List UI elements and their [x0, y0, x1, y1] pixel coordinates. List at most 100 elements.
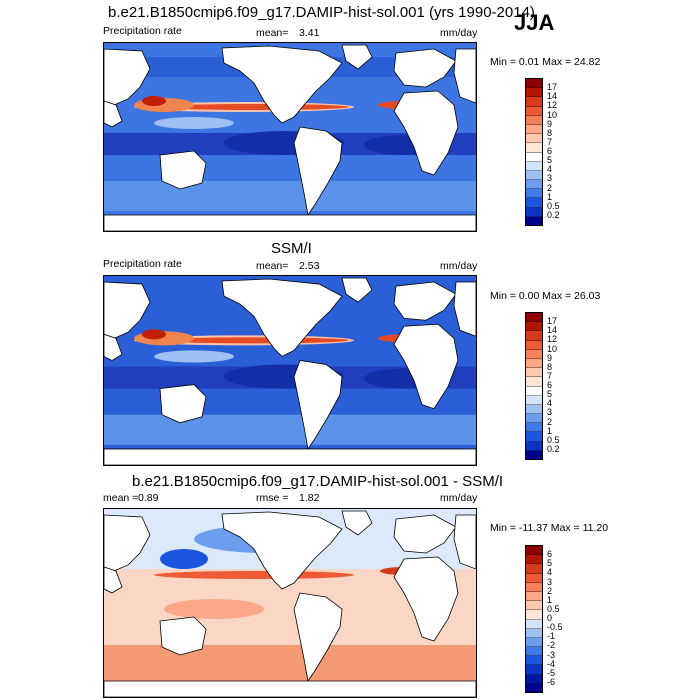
colorbar-label: 14	[547, 325, 558, 336]
land-outline	[393, 556, 459, 642]
land-outline	[453, 514, 476, 570]
colorbar-swatch	[526, 610, 542, 620]
panel3-colorbar	[525, 545, 543, 693]
map-canvas	[104, 509, 476, 697]
colorbar-swatch	[526, 665, 542, 675]
land-outline	[159, 384, 207, 424]
colorbar-swatch	[526, 97, 542, 107]
colorbar-swatch	[526, 414, 542, 424]
panel2-map	[103, 275, 477, 466]
colorbar-swatch	[526, 619, 542, 629]
colorbar-label: 7	[547, 370, 553, 381]
colorbar-swatch	[526, 216, 542, 225]
colorbar-label: 3	[547, 173, 553, 184]
colorbar-label: 2	[547, 416, 553, 427]
colorbar-swatch	[526, 207, 542, 217]
colorbar-label: -3	[547, 649, 556, 660]
colorbar-label: 0.2	[547, 443, 560, 454]
colorbar-swatch	[526, 450, 542, 459]
panel3-mean-value: 0.89	[138, 492, 159, 504]
land-outline	[453, 48, 476, 104]
land-outline	[104, 100, 123, 128]
map-canvas	[104, 43, 476, 231]
panel1-minmax: Min = 0.01 Max = 24.82	[490, 56, 601, 68]
warm-pool-core	[142, 96, 166, 106]
southern-positive-band	[104, 645, 476, 681]
land-outline	[453, 281, 476, 337]
colorbar-label: 0.5	[547, 200, 560, 211]
colorbar-label: 3	[547, 576, 553, 587]
panel1-title: b.e21.B1850cmip6.f09_g17.DAMIP-hist-sol.…	[108, 4, 535, 21]
land-outline	[393, 90, 459, 176]
land-outline	[293, 592, 343, 683]
colorbar-label: 12	[547, 334, 558, 345]
colorbar-swatch	[526, 546, 542, 556]
panel2-mean-label: mean=	[256, 260, 289, 272]
colorbar-label: 17	[547, 316, 558, 327]
colorbar-swatch	[526, 674, 542, 684]
colorbar-label: 14	[547, 91, 558, 102]
land-outline	[221, 278, 343, 357]
colorbar-label: 1	[547, 425, 553, 436]
spcz-band	[154, 350, 234, 363]
colorbar-label: 0.5	[547, 603, 560, 614]
colorbar-swatch	[526, 395, 542, 405]
spcz-band	[154, 117, 234, 129]
colorbar-label: 6	[547, 549, 553, 560]
land-outline	[393, 281, 457, 321]
land-outline	[341, 44, 373, 70]
colorbar-swatch	[526, 637, 542, 648]
southern-band	[104, 414, 476, 445]
panel1-map	[103, 42, 477, 232]
colorbar-swatch	[526, 134, 542, 144]
colorbar-label: 2	[547, 585, 553, 596]
panel2-variable-label: Precipitation rate	[103, 258, 182, 270]
panel2-units: mm/day	[440, 260, 478, 272]
land-outline	[393, 323, 459, 410]
panel3-colorbar-labels: 6 5 4 3 2 1 0.5 0 -0.5 -1 -2 -3 -4 -5 -6	[547, 545, 587, 691]
panel2-minmax: Min = 0.00 Max = 26.03	[490, 290, 601, 302]
colorbar-swatch	[526, 423, 542, 433]
season-label: JJA	[514, 10, 555, 35]
colorbar-swatch	[526, 386, 542, 396]
colorbar-swatch	[526, 79, 542, 89]
land-outline	[293, 126, 343, 217]
panel2-title: SSM/I	[271, 240, 312, 257]
panel1-variable-label: Precipitation rate	[103, 25, 182, 37]
colorbar-swatch	[526, 656, 542, 666]
colorbar-swatch	[526, 591, 542, 602]
colorbar-label: 0.5	[547, 434, 560, 445]
colorbar-swatch	[526, 88, 542, 98]
colorbar-label: 0	[547, 613, 553, 623]
colorbar-swatch	[526, 124, 542, 135]
colorbar-swatch	[526, 377, 542, 387]
colorbar-swatch	[526, 106, 542, 116]
map-canvas	[104, 276, 476, 465]
panel1-mean-value: 3.41	[299, 27, 320, 39]
panel3-units: mm/day	[440, 492, 478, 504]
colorbar-swatch	[526, 161, 542, 171]
colorbar-swatch	[526, 573, 542, 583]
southern-band	[104, 181, 476, 211]
panel2-mean-value: 2.53	[299, 260, 320, 272]
colorbar-swatch	[526, 582, 542, 592]
colorbar-label: 6	[547, 146, 553, 156]
land-outline	[104, 680, 476, 697]
colorbar-label: 0.2	[547, 209, 560, 220]
colorbar-label: 1	[547, 191, 553, 202]
colorbar-label: 12	[547, 100, 558, 111]
panel3-mean-label: mean =	[103, 492, 139, 504]
colorbar-swatch	[526, 340, 542, 350]
colorbar-label: 1	[547, 594, 553, 605]
colorbar-label: 10	[547, 343, 558, 354]
itcz-positive	[154, 571, 354, 579]
negative-anomaly-core	[160, 549, 208, 569]
land-outline	[159, 150, 207, 190]
colorbar-swatch	[526, 683, 542, 692]
land-outline	[341, 277, 373, 303]
colorbar-swatch	[526, 349, 542, 359]
colorbar-swatch	[526, 601, 542, 611]
land-outline	[393, 514, 457, 554]
land-outline	[104, 566, 123, 594]
land-outline	[159, 616, 207, 656]
